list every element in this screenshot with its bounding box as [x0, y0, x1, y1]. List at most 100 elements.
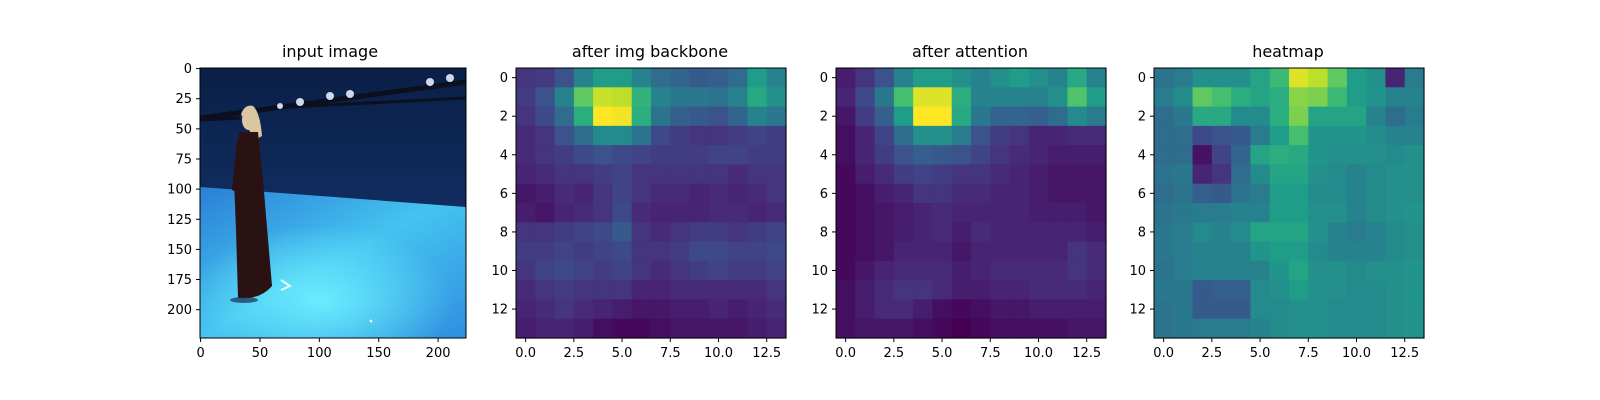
heatmap-cell	[1048, 299, 1069, 320]
heatmap-cells	[836, 68, 1107, 339]
heatmap-cell	[1028, 260, 1049, 281]
heatmap-cell	[747, 203, 768, 223]
heatmap-cell	[932, 203, 953, 223]
axes-frame	[1153, 67, 1425, 339]
heatmap-cell	[612, 318, 633, 339]
heatmap-cell	[708, 203, 729, 223]
heatmap-cell	[651, 164, 671, 185]
heatmap-cell	[1086, 222, 1107, 243]
panel-title: input image	[282, 42, 378, 61]
heatmap-cell	[1404, 87, 1425, 108]
heatmap-cell	[535, 260, 556, 281]
heatmap-cell	[1173, 241, 1194, 262]
heatmap-cell	[1009, 145, 1030, 166]
heatmap-cell	[1250, 280, 1271, 301]
heatmap-cell	[893, 145, 914, 166]
heatmap-cell	[1404, 280, 1425, 301]
x-tick-label: 10.0	[704, 346, 733, 361]
heatmap-cell	[1366, 164, 1387, 185]
heatmap-cell	[670, 183, 691, 204]
heatmap-cell	[1154, 125, 1174, 146]
heatmap-cells	[1154, 68, 1425, 339]
heatmap-cell	[1231, 203, 1252, 223]
heatmap-cell	[1067, 87, 1088, 108]
heatmap-cell	[1231, 125, 1252, 146]
heatmap-cell	[631, 125, 652, 146]
heatmap-cell	[612, 183, 633, 204]
heatmap-cell	[990, 241, 1011, 262]
heatmap-cell	[874, 318, 895, 339]
heatmap-cell	[1327, 125, 1348, 146]
heatmap-cell	[1385, 280, 1406, 301]
heatmap-cell	[1231, 222, 1252, 243]
heatmap-cell	[728, 280, 749, 301]
heatmap-cell	[573, 164, 594, 185]
heatmap-cell	[535, 241, 556, 262]
heatmap-cell	[1009, 203, 1030, 223]
heatmap-cell	[971, 280, 991, 301]
heatmap-cell	[951, 299, 972, 320]
heatmap-cell	[1154, 145, 1174, 166]
heatmap-cell	[1250, 87, 1271, 108]
heatmap-cell	[913, 203, 934, 223]
heatmap-cell	[689, 125, 710, 146]
heatmap-cell	[766, 68, 787, 88]
heatmap-cell	[990, 260, 1011, 281]
heatmap-cell	[689, 164, 710, 185]
heatmap-cell	[708, 241, 729, 262]
heatmap-cell	[1346, 241, 1367, 262]
heatmap-cell	[670, 318, 691, 339]
heatmap-cell	[1154, 106, 1174, 127]
heatmap-cell	[612, 280, 633, 301]
heatmap-cell	[535, 145, 556, 166]
heatmap-cell	[836, 203, 856, 223]
heatmap-cell	[670, 203, 691, 223]
heatmap-cell	[913, 280, 934, 301]
heatmap-cell	[1192, 203, 1213, 223]
heatmap-cell	[689, 68, 710, 88]
heatmap-cell	[1048, 183, 1069, 204]
heatmap-cell	[689, 280, 710, 301]
heatmap-cell	[1154, 222, 1174, 243]
heatmap-cell	[1028, 222, 1049, 243]
heatmap-cell	[1404, 203, 1425, 223]
heatmap-cell	[516, 241, 536, 262]
heatmap-cell	[766, 164, 787, 185]
heatmap-cell	[1231, 145, 1252, 166]
heatmap-cell	[1173, 222, 1194, 243]
heatmap-cell	[651, 203, 671, 223]
x-tick-label: 12.5	[1072, 346, 1101, 361]
heatmap-cell	[535, 280, 556, 301]
heatmap-cell	[893, 203, 914, 223]
heatmap-cell	[951, 260, 972, 281]
heatmap-cell	[573, 280, 594, 301]
heatmap-cell	[893, 68, 914, 88]
heatmap-cell	[893, 222, 914, 243]
heatmap-cell	[1192, 183, 1213, 204]
heatmap-cell	[651, 280, 671, 301]
heatmap-cell	[728, 106, 749, 127]
heatmap-cell	[1269, 125, 1290, 146]
heatmap-cell	[516, 260, 536, 281]
heatmap-cell	[1192, 106, 1213, 127]
heatmap-cell	[631, 222, 652, 243]
heatmap-cell	[1048, 106, 1069, 127]
heatmap-cell	[1385, 87, 1406, 108]
heatmap-cell	[516, 299, 536, 320]
heatmap-cell	[855, 280, 876, 301]
y-tick-label: 150	[167, 243, 192, 258]
heatmap-cell	[1231, 106, 1252, 127]
heatmap-cell	[836, 183, 856, 204]
heatmap-cell	[670, 145, 691, 166]
heatmap-cell	[728, 241, 749, 262]
heatmap-cell	[1346, 145, 1367, 166]
heatmap-cell	[971, 68, 991, 88]
panel-title: heatmap	[1252, 42, 1324, 61]
heatmap-cell	[1048, 260, 1069, 281]
heatmap-cell	[1308, 164, 1329, 185]
heatmap-cell	[1067, 299, 1088, 320]
heatmap-cell	[612, 145, 633, 166]
heatmap-cell	[535, 222, 556, 243]
heatmap-cell	[689, 145, 710, 166]
heatmap-cell	[1009, 241, 1030, 262]
